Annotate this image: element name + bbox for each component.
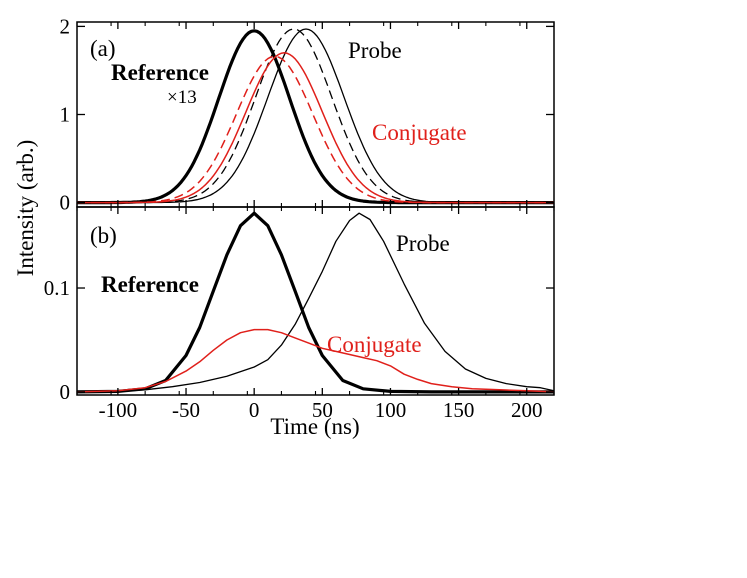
panel-a: 0 1 2 (a) Reference ×13 Probe Conjugate bbox=[60, 14, 555, 215]
panel-b-probe-label: Probe bbox=[396, 231, 450, 256]
panel-a-series-4 bbox=[77, 55, 554, 204]
x-tick-label: 0 bbox=[249, 398, 260, 422]
panel-b-conjugate-label: Conjugate bbox=[327, 332, 422, 357]
panel-b: -100 -50 0 50 100 150 200 0 0.1 (b) Reference Pr… bbox=[44, 206, 555, 422]
panel-a-y-tick-label: 1 bbox=[60, 103, 71, 127]
x-axis-title: Time (ns) bbox=[270, 414, 359, 439]
y-axis-title: Intensity (arb.) bbox=[13, 140, 38, 277]
panel-a-scale-label: ×13 bbox=[167, 87, 197, 108]
x-tick-label: 50 bbox=[312, 398, 333, 422]
panel-b-label: (b) bbox=[90, 223, 117, 248]
panel-b-y-tick-label: 0 bbox=[60, 380, 71, 404]
x-tick-label: -100 bbox=[99, 398, 138, 422]
panel-a-curves bbox=[77, 28, 554, 205]
x-tick-label: 200 bbox=[511, 398, 543, 422]
panel-a-series-3 bbox=[77, 52, 554, 204]
panel-a-y-tick-label: 0 bbox=[60, 191, 71, 215]
panel-b-curves bbox=[76, 211, 555, 394]
panel-a-conjugate-label: Conjugate bbox=[372, 120, 467, 145]
panel-a-frame bbox=[76, 21, 555, 208]
panel-a-series-2 bbox=[77, 28, 554, 204]
panel-b-frame bbox=[76, 206, 555, 396]
panel-b-series-2 bbox=[76, 328, 555, 393]
panel-a-reference-label: Reference bbox=[111, 60, 209, 85]
panel-a-probe-label: Probe bbox=[348, 38, 402, 63]
panel-b-series-0 bbox=[76, 211, 554, 394]
panel-a-ticks: 0 1 2 bbox=[60, 14, 555, 215]
panel-b-series-1 bbox=[76, 212, 555, 393]
panel-a-y-tick-label: 2 bbox=[60, 14, 71, 38]
x-tick-label: 150 bbox=[443, 398, 475, 422]
x-tick-label: -50 bbox=[172, 398, 200, 422]
panel-b-reference-label: Reference bbox=[101, 272, 199, 297]
x-tick-label: 100 bbox=[375, 398, 407, 422]
panel-b-ticks: -100 -50 0 50 100 150 200 0 0.1 bbox=[44, 207, 555, 422]
panel-b-y-tick-label: 0.1 bbox=[44, 276, 70, 300]
panel-a-label: (a) bbox=[90, 36, 116, 61]
